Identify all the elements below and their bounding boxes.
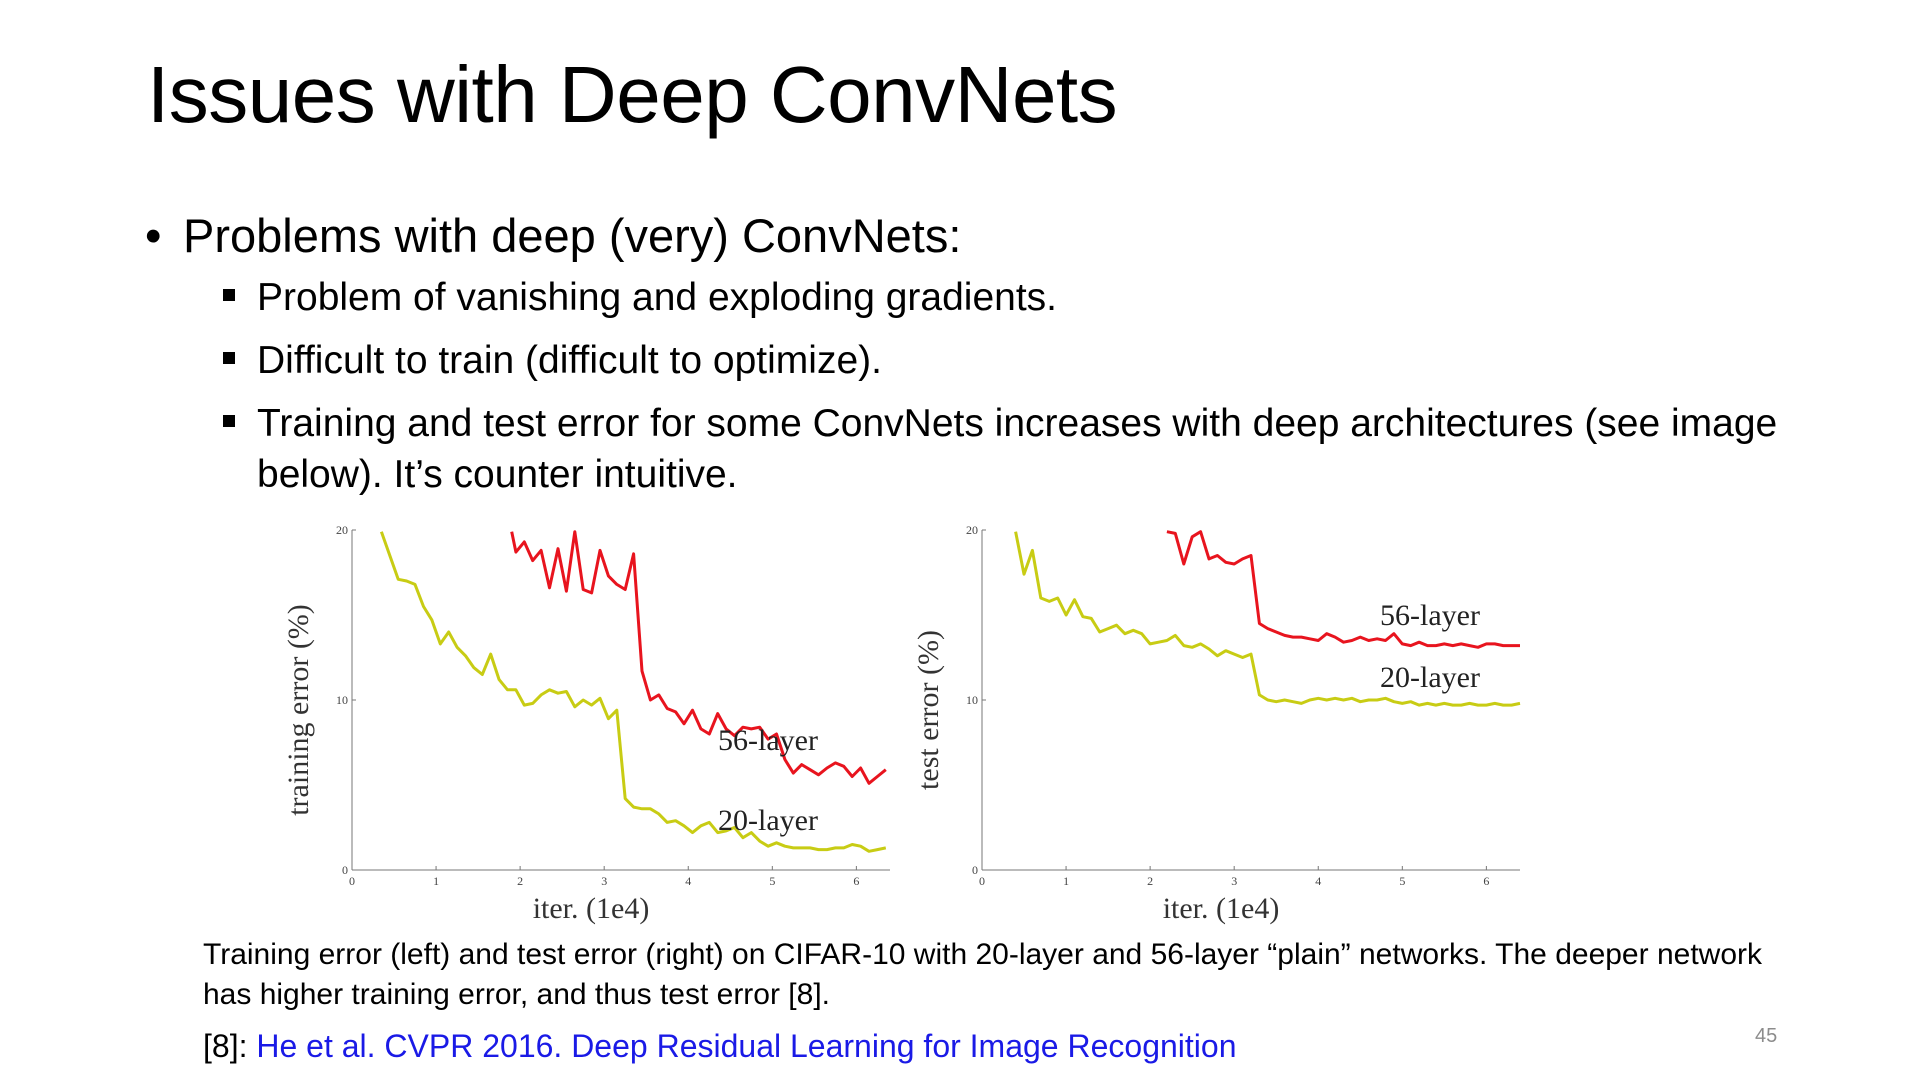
reference-prefix: [8]: (203, 1028, 257, 1064)
figure-caption: Training error (left) and test error (ri… (203, 938, 1762, 1011)
x-axis-label: iter. (1e4) (533, 892, 650, 925)
sub-bullet-item: Difficult to train (difficult to optimiz… (223, 335, 1845, 386)
slide-title: Issues with Deep ConvNets (147, 50, 1118, 139)
x-tick-label: 2 (517, 874, 523, 888)
x-tick-label: 2 (1147, 874, 1153, 888)
bullet-list: • Problems with deep (very) ConvNets: Pr… (145, 208, 1845, 512)
y-tick-label: 20 (336, 523, 348, 537)
x-tick-label: 4 (685, 874, 691, 888)
x-tick-label: 3 (601, 874, 607, 888)
test-error-chart-svg: 0 1 2 3 4 5 6 0 10 20 iter. (1e4) test error (%) 56-… (912, 523, 1521, 925)
sub-bullet-item: Training and test error for some ConvNet… (223, 398, 1845, 500)
series-label-20-layer: 20-layer (718, 804, 818, 837)
x-axis-label: iter. (1e4) (1163, 892, 1280, 925)
x-tick-label: 6 (1483, 874, 1489, 888)
x-tick-label: 1 (433, 874, 439, 888)
series-label-56-layer: 56-layer (718, 724, 818, 757)
training-error-chart: 0 1 2 3 4 5 6 0 10 20 iter. (1e4) training error (%… (282, 520, 910, 925)
bullet-main: • Problems with deep (very) ConvNets: (145, 208, 1845, 264)
series-line-20-layer (1014, 531, 1521, 707)
x-tick-label: 5 (1399, 874, 1405, 888)
y-axis-label: training error (%) (282, 604, 315, 816)
series-line-56-layer (510, 530, 887, 785)
y-tick-label: 0 (342, 863, 348, 877)
x-tick-label: 3 (1231, 874, 1237, 888)
reference-link[interactable]: He et al. CVPR 2016. Deep Residual Learn… (256, 1028, 1237, 1064)
x-tick-label: 0 (349, 874, 355, 888)
x-tick-label: 6 (853, 874, 859, 888)
y-tick-label: 20 (966, 523, 978, 537)
bullet-dot-icon: • (145, 209, 162, 262)
reference-line: [8]: He et al. CVPR 2016. Deep Residual … (203, 1026, 1236, 1066)
square-bullet-icon (223, 352, 235, 364)
series-label-20-layer: 20-layer (1380, 661, 1480, 694)
square-bullet-icon (223, 415, 235, 427)
y-tick-label: 10 (966, 693, 978, 707)
y-tick-label: 0 (972, 863, 978, 877)
x-tick-label: 0 (979, 874, 985, 888)
sub-bullet-list: Problem of vanishing and exploding gradi… (145, 272, 1845, 500)
bullet-main-text: Problems with deep (very) ConvNets: (183, 209, 962, 262)
square-bullet-icon (223, 289, 235, 301)
series-line-56-layer (1166, 530, 1520, 649)
sub-bullet-item: Problem of vanishing and exploding gradi… (223, 272, 1845, 323)
sub-bullet-text: Difficult to train (difficult to optimiz… (257, 339, 882, 382)
x-tick-label: 1 (1063, 874, 1069, 888)
sub-bullet-text: Training and test error for some ConvNet… (257, 402, 1778, 496)
slide-number: 45 (1755, 1025, 1778, 1047)
training-error-chart-svg: 0 1 2 3 4 5 6 0 10 20 iter. (1e4) training error (%… (282, 523, 890, 925)
series-label-56-layer: 56-layer (1380, 599, 1480, 632)
y-axis-label: test error (%) (912, 630, 945, 790)
x-tick-label: 5 (769, 874, 775, 888)
series-line-20-layer (379, 531, 887, 853)
x-tick-label: 4 (1315, 874, 1321, 888)
test-error-chart: 0 1 2 3 4 5 6 0 10 20 iter. (1e4) test error (%) 56-… (912, 520, 1540, 925)
y-tick-label: 10 (336, 693, 348, 707)
sub-bullet-text: Problem of vanishing and exploding gradi… (257, 276, 1058, 319)
